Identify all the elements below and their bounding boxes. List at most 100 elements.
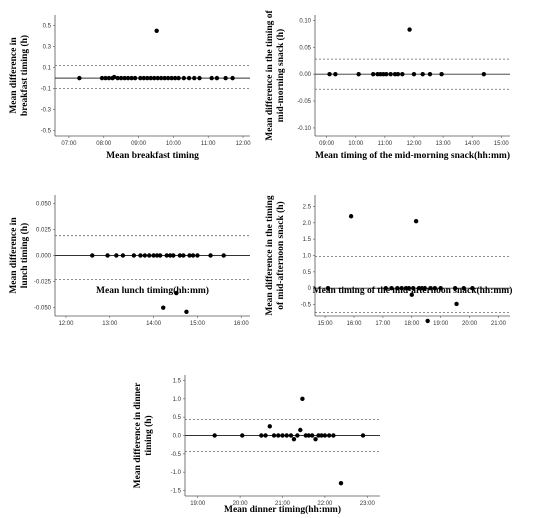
data-point [131, 253, 137, 258]
data-point [114, 253, 119, 258]
data-point [425, 318, 430, 324]
data-point [395, 71, 401, 77]
data-point [147, 253, 152, 258]
data-point [267, 424, 272, 429]
data-point [168, 253, 173, 258]
y-tick-label: 0.5 [43, 24, 52, 30]
data-point [181, 253, 186, 258]
x-tick-label: 12:00 [58, 321, 74, 327]
data-point [103, 75, 108, 81]
data-point [197, 75, 202, 81]
y-axis-label-line: mid-morning snack (h) [275, 29, 286, 122]
x-tick-label: 10:00 [166, 141, 182, 147]
x-axis-label: Mean timing of the mid-morning snack(hh:… [315, 150, 510, 161]
data-point [428, 286, 433, 291]
data-point [122, 75, 127, 81]
x-axis-label: Mean dinner timing(hh:mm) [224, 504, 341, 515]
y-tick-label: 0.10 [299, 18, 311, 24]
y-axis-label: Mean difference in the timing ofmid-morn… [265, 9, 286, 140]
data-point [413, 218, 419, 224]
data-point [212, 433, 217, 438]
data-point [432, 286, 438, 291]
data-point [195, 253, 200, 258]
x-tick-label: 18:00 [404, 321, 420, 327]
x-tick-label: 15:00 [318, 321, 334, 327]
data-point [154, 253, 160, 258]
data-point [161, 305, 166, 310]
data-point [240, 433, 245, 438]
y-axis-label-line: breakfast timing (h) [19, 35, 30, 116]
y-tick-label: 0.5 [173, 415, 182, 421]
data-point [331, 433, 336, 438]
y-axis-label-line: Mean difference in [9, 217, 19, 294]
data-point [174, 290, 179, 296]
data-point [138, 253, 143, 258]
y-axis-label: Mean difference in the timingof mid-afte… [265, 195, 286, 315]
data-point [384, 71, 389, 77]
y-tick-label: -0.3 [41, 108, 52, 114]
data-point [192, 75, 197, 81]
y-tick-label: 0.050 [36, 201, 52, 207]
data-point [159, 75, 164, 81]
data-point [148, 75, 153, 81]
data-point [162, 75, 167, 81]
data-point [171, 253, 176, 258]
data-point [395, 286, 400, 291]
data-point [276, 433, 281, 438]
data-point [184, 309, 189, 315]
y-tick-label: 1.0 [303, 254, 312, 260]
data-point [383, 286, 388, 291]
data-point [221, 253, 226, 258]
data-point [461, 286, 466, 291]
data-point [125, 75, 131, 81]
x-tick-label: 19:00 [433, 321, 449, 327]
y-axis-label-line: Mean difference in the timing [265, 195, 275, 315]
data-point [481, 71, 487, 77]
data-point [151, 253, 156, 258]
x-tick-label: 22:00 [317, 501, 333, 507]
y-tick-label: -0.050 [34, 306, 52, 312]
data-point [427, 71, 433, 77]
data-point [409, 292, 414, 297]
x-tick-label: 21:00 [491, 321, 507, 327]
y-tick-label: 0.000 [36, 254, 52, 260]
y-tick-label: 2.5 [303, 204, 312, 210]
y-tick-label: 0.05 [299, 45, 311, 51]
data-point [176, 75, 181, 81]
data-point [399, 286, 404, 291]
y-tick-label: -0.10 [297, 126, 311, 132]
data-point [263, 433, 268, 438]
data-point [214, 75, 220, 81]
data-point [411, 71, 417, 77]
data-point [309, 433, 315, 438]
data-point [295, 433, 300, 438]
x-tick-label: 16:00 [346, 321, 362, 327]
data-point [172, 75, 178, 81]
y-tick-label: 0.0 [173, 434, 182, 440]
data-point [400, 71, 405, 77]
x-tick-label: 17:00 [375, 321, 391, 327]
data-point [326, 433, 332, 438]
data-point [388, 71, 393, 77]
y-tick-label: 0.025 [36, 227, 52, 233]
y-tick-label: 1.5 [173, 379, 182, 385]
data-point [420, 71, 425, 77]
x-tick-label: 15:00 [494, 141, 510, 147]
y-tick-label: 1.5 [303, 237, 312, 243]
x-tick-label: 12:00 [236, 141, 252, 147]
y-axis-label-line: Mean difference in the timing of [265, 9, 275, 140]
data-point [319, 433, 324, 438]
x-tick-label: 16:00 [234, 321, 250, 327]
data-point [406, 286, 412, 291]
data-point [298, 427, 303, 433]
data-point [132, 75, 138, 81]
data-point [105, 253, 110, 258]
data-point [280, 433, 285, 438]
data-point [438, 286, 443, 291]
data-point [356, 71, 361, 77]
data-point [141, 75, 146, 81]
x-axis-label: Mean breakfast timing [106, 151, 199, 161]
x-tick-label: 19:00 [190, 501, 206, 507]
data-point [115, 75, 120, 81]
data-point [129, 75, 134, 81]
